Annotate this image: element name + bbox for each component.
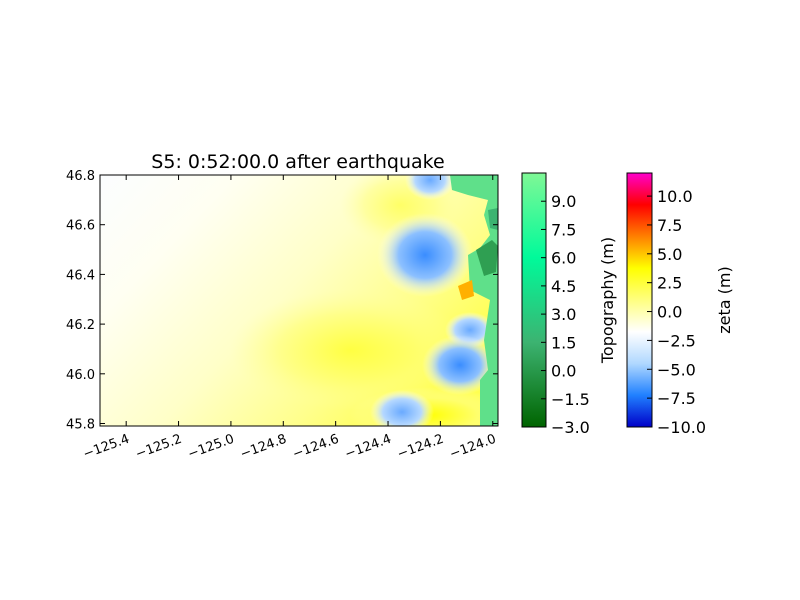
colorbar-ramp: [627, 173, 652, 427]
topography-colorbar: −3.0 −1.5 0.0 1.5 3.0 4.5 6.0 7.5 9.0 Topography…: [521, 172, 617, 437]
colorbar-tick-label: −5.0: [657, 360, 696, 379]
y-tick-label: 46.8: [66, 169, 95, 184]
x-tick-label: −124.0: [448, 432, 498, 463]
zeta-field: [100, 175, 498, 426]
colorbar-tick-label: 7.5: [657, 216, 682, 235]
chart-title: S5: 0:52:00.0 after earthquake: [151, 151, 444, 173]
colorbar-tick-label: −3.0: [551, 418, 590, 437]
y-tick-label: 46.2: [66, 318, 95, 333]
x-tick-label: −124.4: [343, 432, 393, 463]
zeta-colorbar-label: zeta (m): [715, 266, 734, 333]
colorbar-tick-label: 2.5: [657, 274, 682, 293]
colorbar-tick-label: 9.0: [551, 192, 576, 211]
colorbar-tick-label: 0.0: [657, 303, 682, 322]
colorbar-tick-label: 3.0: [551, 305, 576, 324]
colorbar-tick-label: −1.5: [551, 390, 590, 409]
colorbar-tick-label: 6.0: [551, 249, 576, 268]
colorbar-tick-label: −10.0: [657, 418, 706, 437]
colorbar-tick-label: 10.0: [657, 187, 693, 206]
colorbar-tick-label: 5.0: [657, 245, 682, 264]
colorbar-tick-label: 7.5: [551, 220, 576, 239]
x-tick-label: −125.4: [81, 432, 131, 463]
y-axis: 45.8 46.0 46.2 46.4 46.6 46.8: [66, 169, 498, 433]
y-tick-label: 46.6: [66, 219, 95, 234]
topography-colorbar-label: Topography (m): [598, 237, 617, 364]
colorbar-ramp: [522, 173, 546, 427]
y-tick-label: 46.0: [66, 368, 95, 383]
y-tick-label: 46.4: [66, 268, 95, 283]
colorbar-tick-label: 0.0: [551, 362, 576, 381]
y-tick-label: 45.8: [66, 418, 95, 433]
x-tick-label: −125.2: [134, 432, 184, 463]
x-tick-label: −125.0: [186, 432, 236, 463]
colorbar-tick-label: 4.5: [551, 277, 576, 296]
x-tick-label: −124.6: [291, 432, 341, 463]
x-tick-label: −124.2: [395, 432, 445, 463]
x-tick-label: −124.8: [238, 432, 288, 463]
colorbar-tick-label: 1.5: [551, 333, 576, 352]
plot-frame: [99, 174, 499, 427]
zeta-colorbar: −10.0 −7.5 −5.0 −2.5 0.0 2.5 5.0 7.5 10.0 zeta (…: [626, 172, 734, 437]
colorbar-tick-label: −7.5: [657, 389, 696, 408]
colorbar-tick-label: −2.5: [657, 331, 696, 350]
